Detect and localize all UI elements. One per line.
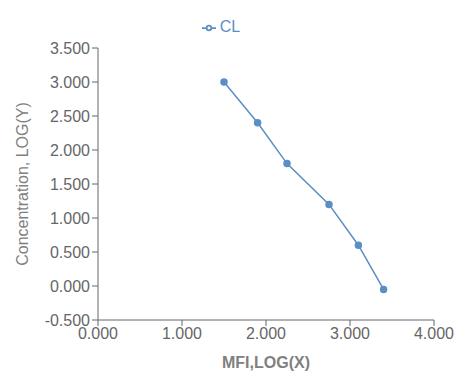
svg-text:-0.500: -0.500 — [45, 312, 90, 329]
svg-text:4.000: 4.000 — [414, 325, 454, 342]
svg-text:Concentration, LOG(Y): Concentration, LOG(Y) — [14, 102, 31, 266]
svg-text:3.500: 3.500 — [50, 40, 90, 57]
svg-text:2.000: 2.000 — [246, 325, 286, 342]
svg-text:2.500: 2.500 — [50, 108, 90, 125]
svg-text:0.000: 0.000 — [50, 278, 90, 295]
svg-text:1.500: 1.500 — [50, 176, 90, 193]
svg-text:3.000: 3.000 — [50, 74, 90, 91]
svg-text:0.000: 0.000 — [78, 325, 118, 343]
svg-text:1.000: 1.000 — [162, 325, 202, 342]
html-text:CL: CL — [219, 18, 241, 35]
svg-text:2.000: 2.000 — [50, 142, 90, 159]
svg-text:3.000: 3.000 — [330, 325, 370, 342]
svg-text:0.500: 0.500 — [50, 244, 90, 261]
svg-text:MFI,LOG(X): MFI,LOG(X) — [222, 354, 310, 371]
svg-text:1.000: 1.000 — [50, 210, 90, 227]
